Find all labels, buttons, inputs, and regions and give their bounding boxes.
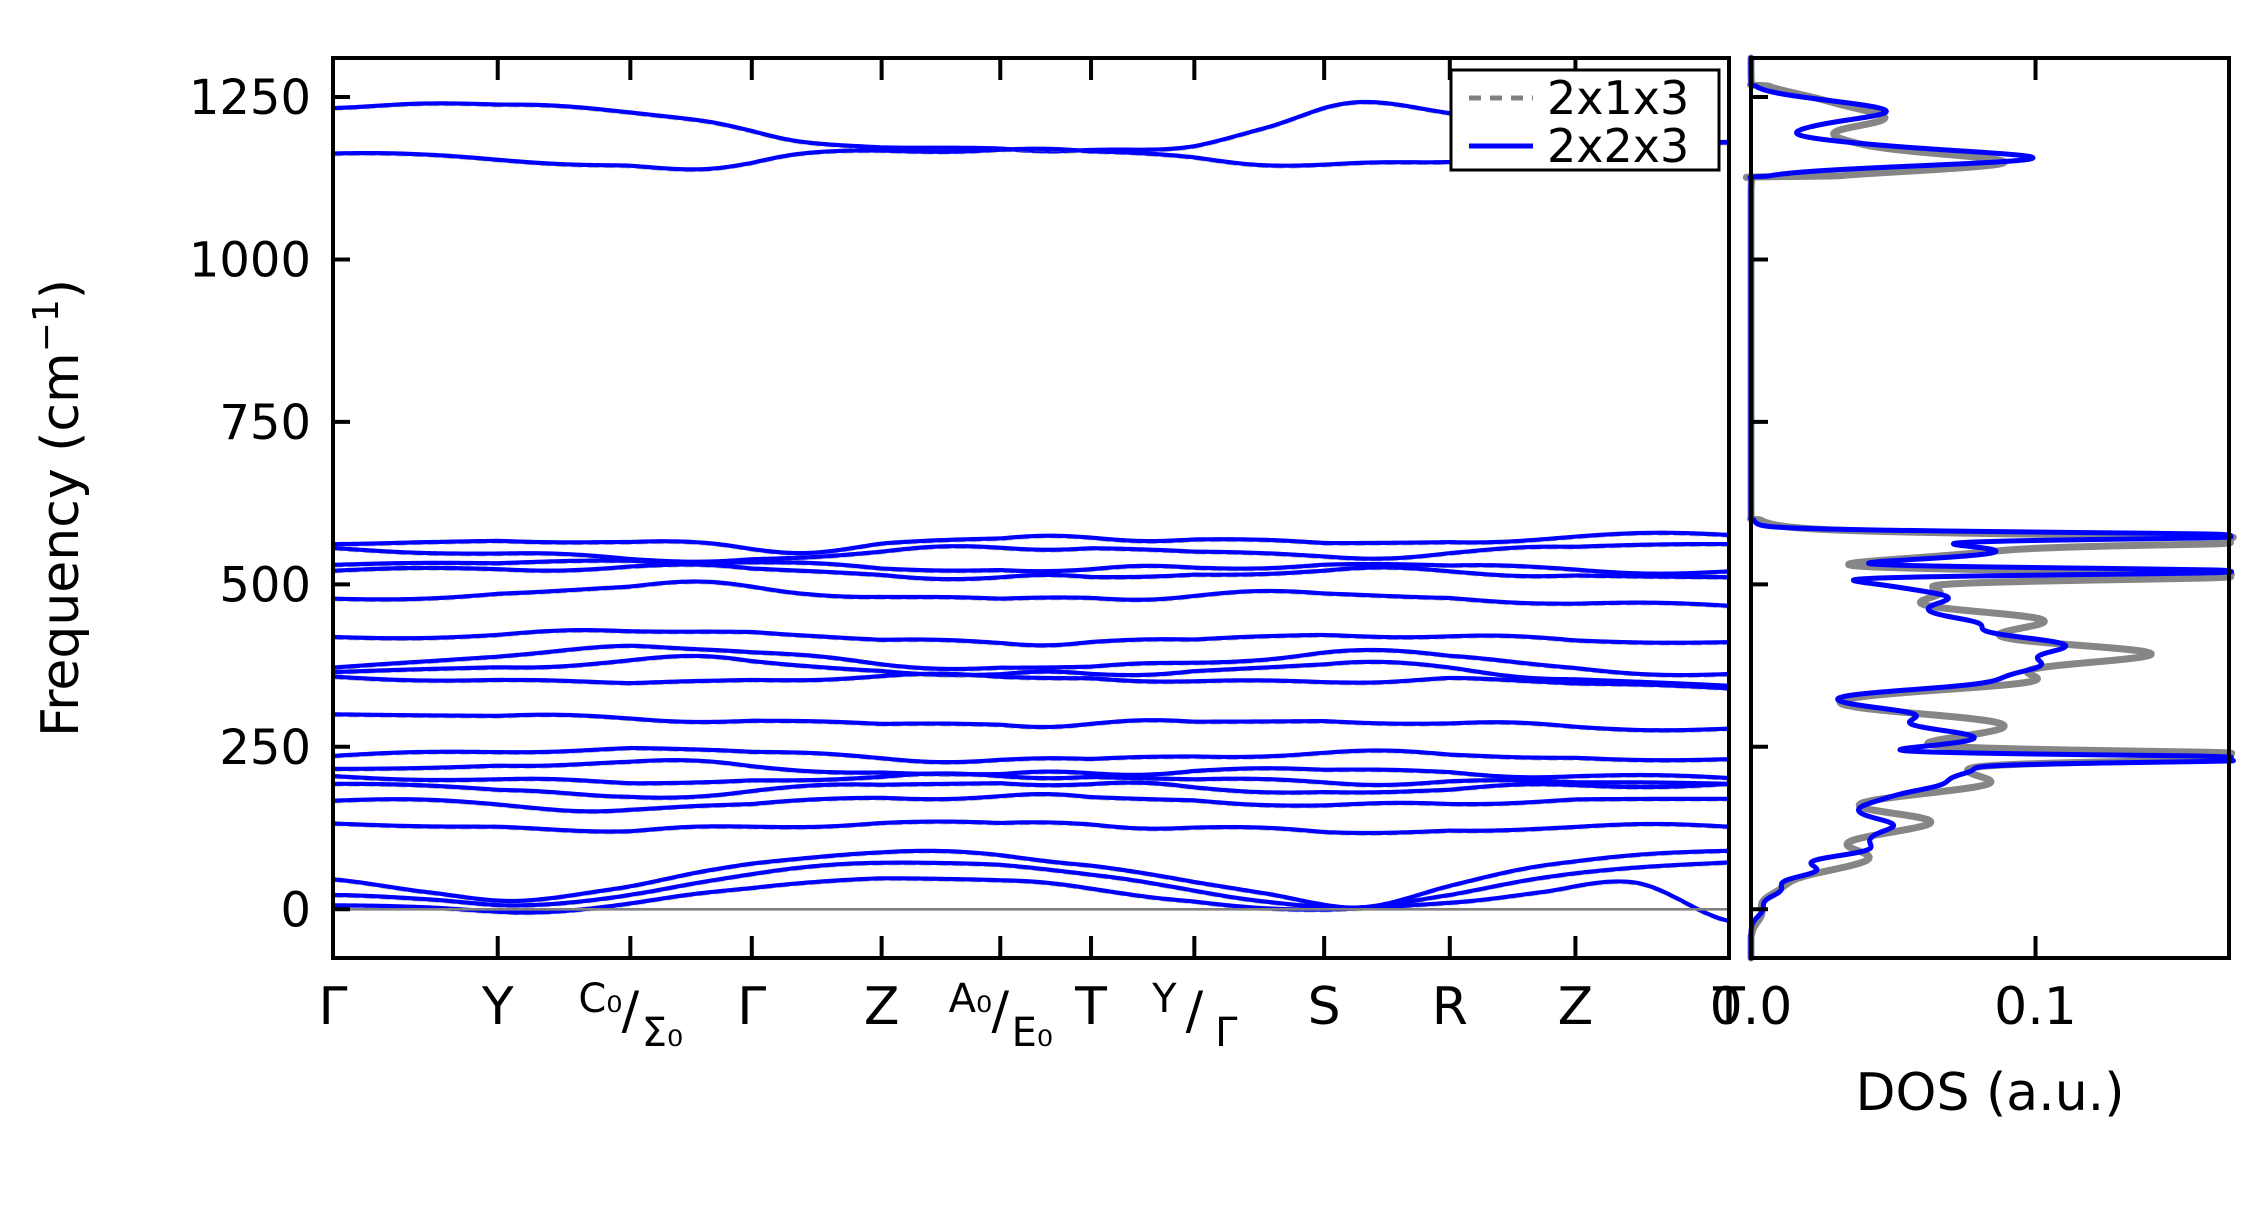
y-tick-label: 500	[219, 557, 311, 613]
band-curve	[330, 541, 1732, 564]
dos-axes: 0.0 0.1 DOS (a.u.)	[1710, 56, 2231, 1123]
xtick-label-11: T	[1712, 977, 1745, 1037]
band-curve	[330, 643, 1732, 678]
dos-xtick-label-0: 0.0	[1710, 977, 1793, 1037]
band-curve	[330, 876, 1732, 924]
band-curve	[330, 558, 1732, 576]
band-axes: 0 250 500 750 1000 1250	[189, 56, 1731, 960]
y-tick-label: 750	[219, 395, 311, 451]
xtick-label-8: S	[1308, 977, 1341, 1037]
band-curve	[330, 628, 1732, 648]
band-curve	[330, 780, 1732, 800]
y-tick-label: 1250	[189, 70, 311, 126]
xtick-label-slash-7: /	[1186, 981, 1204, 1041]
xtick-label-num-5: A₀	[949, 976, 992, 1022]
band-curve	[330, 653, 1732, 688]
band-curve	[330, 758, 1732, 781]
y-tick-label: 1000	[189, 232, 311, 288]
xtick-label-1: Y	[481, 977, 514, 1037]
y-tick-label: 250	[219, 720, 311, 776]
legend-label-0: 2x1x3	[1547, 71, 1689, 125]
legend-box	[1449, 68, 1721, 172]
xtick-label-slash-5: /	[992, 981, 1010, 1041]
xtick-label-10: Z	[1558, 977, 1594, 1037]
dos-panel-frame	[1749, 56, 2231, 960]
band-panel-frame	[331, 56, 1731, 960]
xtick-label-num-2: C₀	[578, 976, 622, 1022]
legend-label-1: 2x2x3	[1547, 119, 1689, 173]
band-curve	[330, 562, 1732, 582]
dos-curves	[1742, 54, 2237, 962]
y-tick-label: 0	[280, 882, 311, 938]
band-curve	[330, 819, 1732, 836]
band-curve	[330, 579, 1732, 608]
dos-curve-ref	[1742, 54, 2237, 962]
band-curves	[330, 99, 1732, 924]
xtick-label-den-5: E₀	[1012, 1010, 1053, 1056]
band-curve	[330, 712, 1732, 733]
xtick-label-den-2: Σ₀	[642, 1010, 683, 1056]
xtick-label-3: Γ	[737, 977, 766, 1037]
dos-curve	[1747, 55, 2236, 961]
band-curve	[330, 745, 1732, 765]
dos-xtick-label-1: 0.1	[1994, 977, 2077, 1037]
band-xtick-labels: Γ Y C₀ / Σ₀ Γ Z A₀ / E₀ T Y / Γ S R Z T	[319, 976, 1746, 1056]
band-curve	[330, 860, 1732, 910]
band-curve	[330, 530, 1732, 556]
xtick-label-9: R	[1432, 977, 1468, 1037]
band-curve	[330, 771, 1732, 788]
dos-axis-label: DOS (a.u.)	[1856, 1063, 2125, 1123]
xtick-label-slash-2: /	[622, 981, 640, 1041]
xtick-label-0: Γ	[319, 977, 348, 1037]
xtick-label-den-7: Γ	[1215, 1010, 1238, 1056]
y-axis-label-text: Frequency (cm−1)	[26, 279, 92, 737]
y-axis-label: Frequency (cm−1)	[26, 279, 92, 737]
xtick-label-num-7: Y	[1151, 976, 1177, 1022]
xtick-label-6: T	[1074, 977, 1107, 1037]
band-curve	[330, 671, 1732, 691]
band-curve	[330, 848, 1732, 910]
band-curve	[330, 791, 1732, 814]
xtick-label-4: Z	[864, 977, 900, 1037]
